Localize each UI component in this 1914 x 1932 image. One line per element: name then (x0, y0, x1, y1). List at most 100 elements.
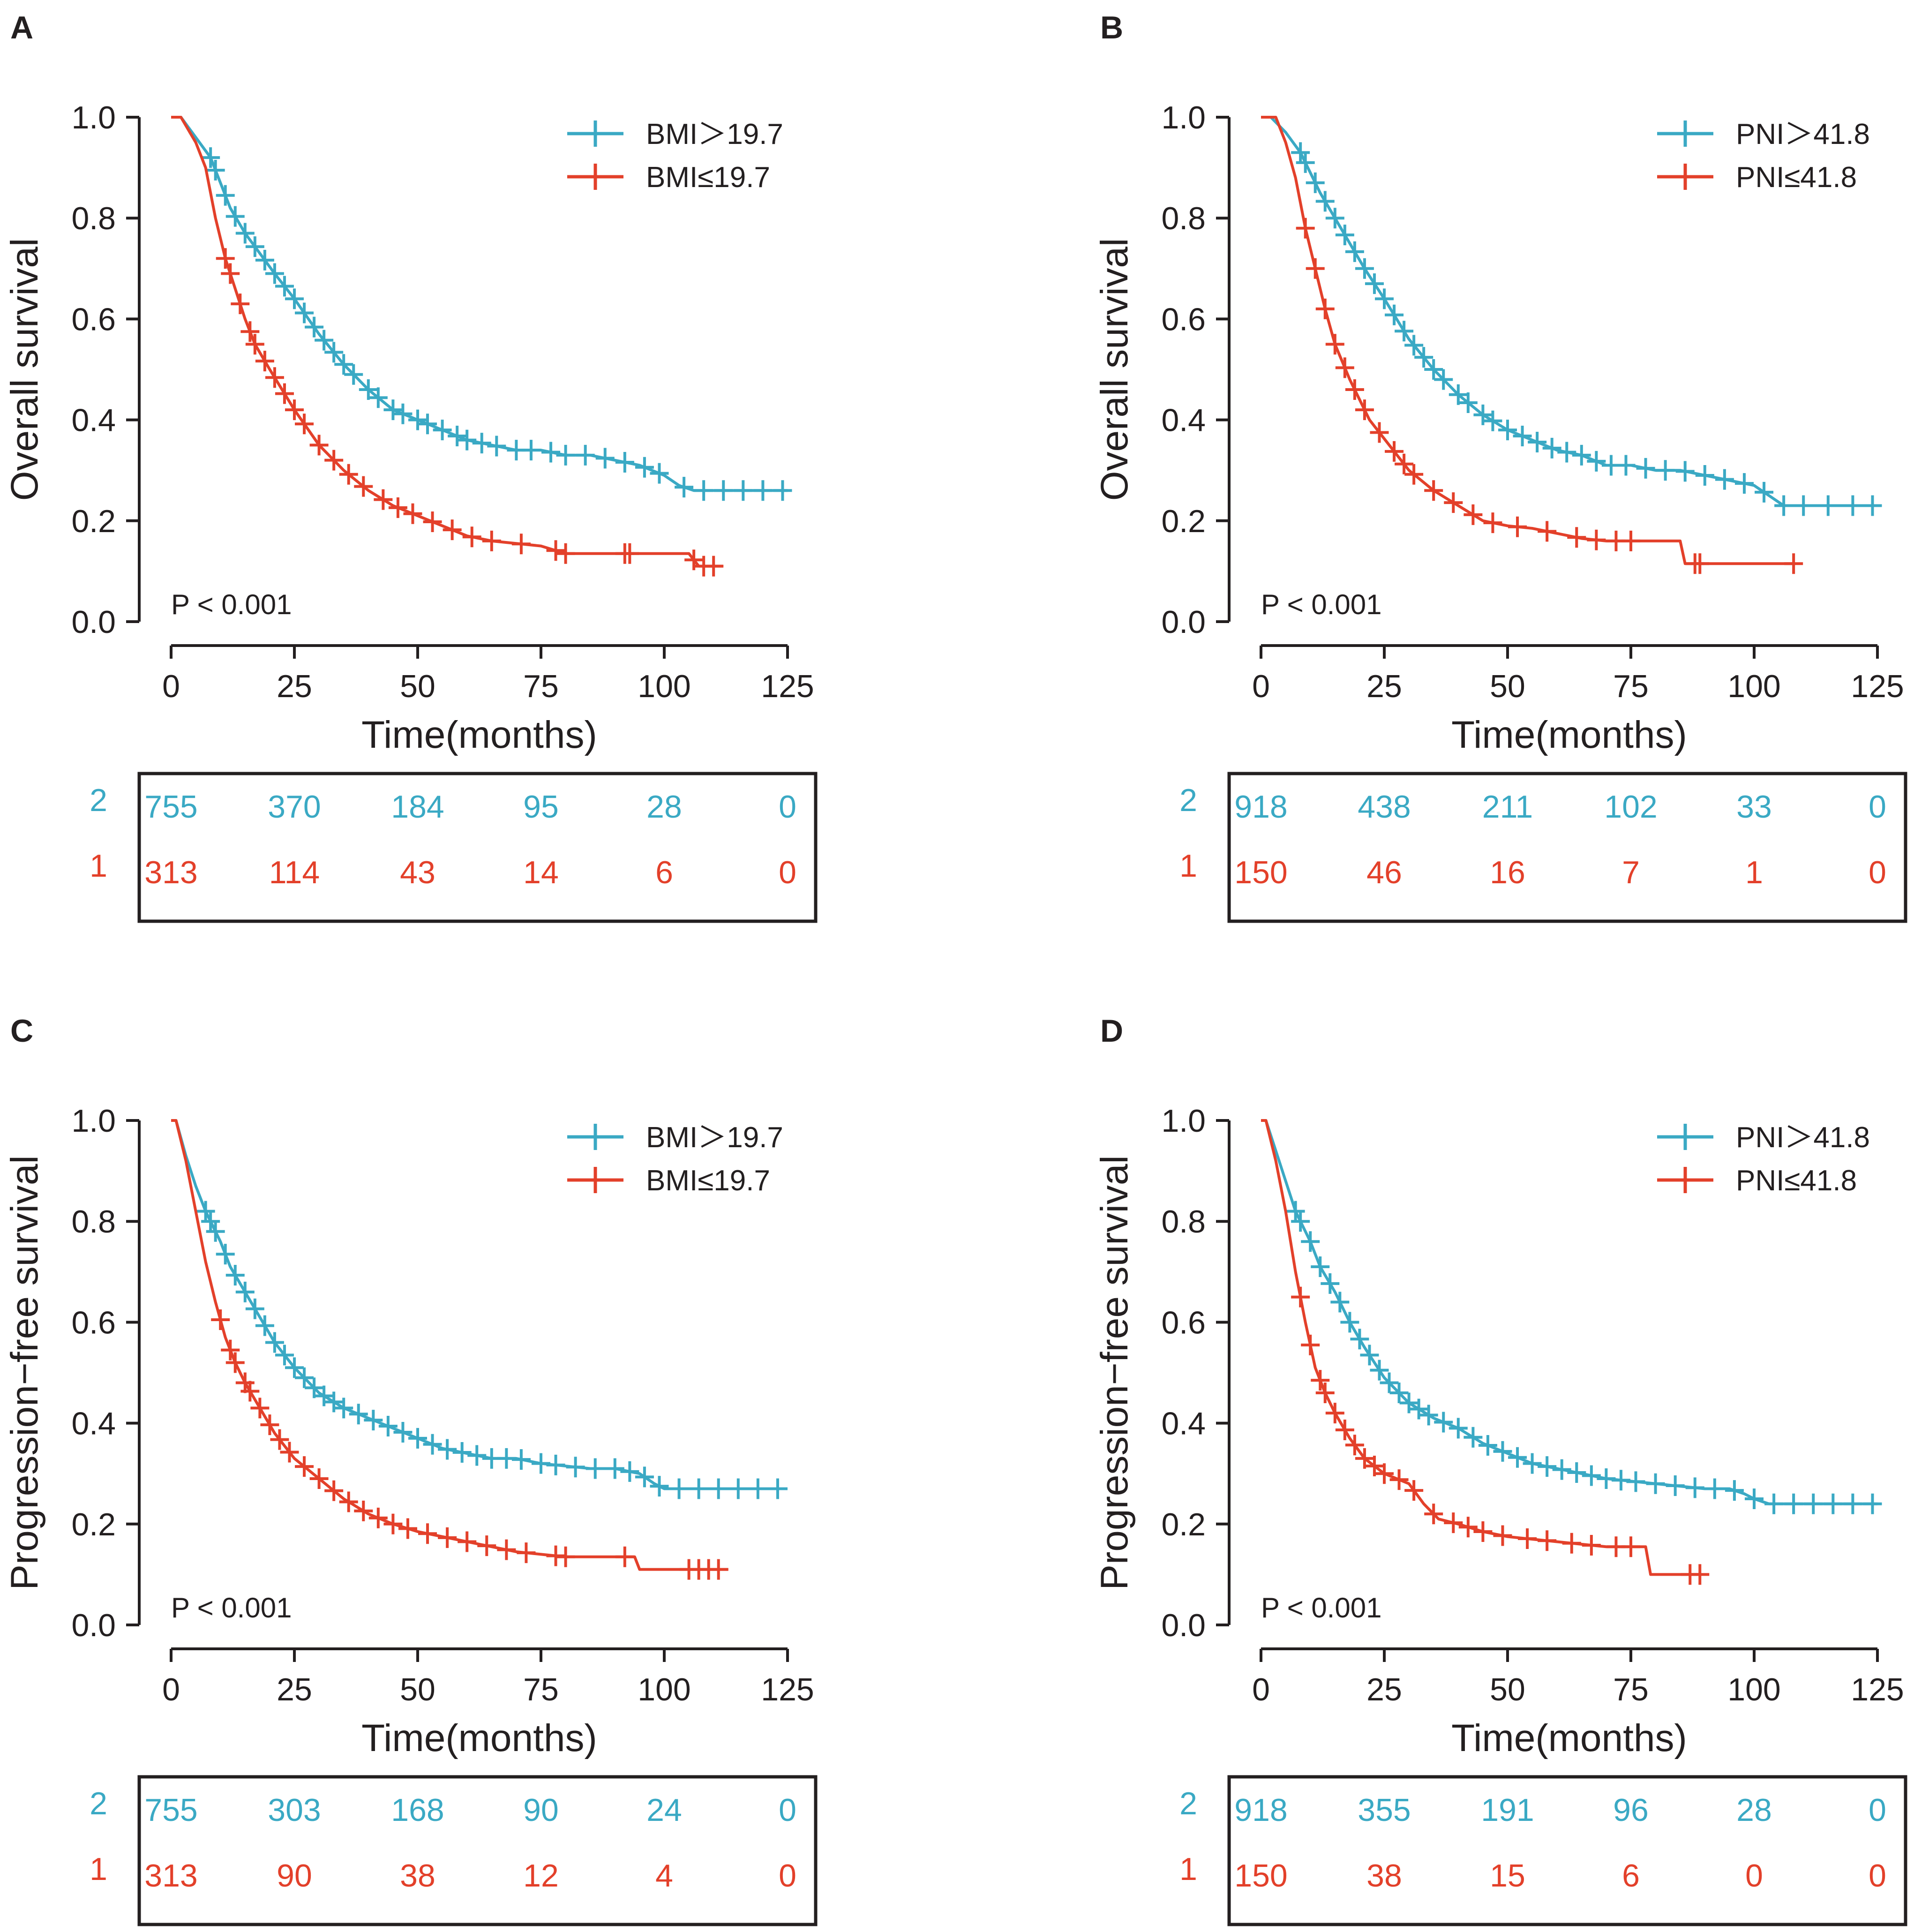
at-risk-count: 191 (1481, 1792, 1534, 1828)
at-risk-count: 355 (1358, 1792, 1411, 1828)
x-tick-label: 25 (1366, 1672, 1402, 1707)
censor-mark (1562, 1533, 1581, 1554)
censor-mark (374, 489, 393, 510)
censor-mark (201, 147, 220, 168)
censor-mark (556, 543, 575, 564)
censor-mark (458, 1531, 477, 1552)
censor-mark (295, 413, 314, 435)
censor-mark (324, 450, 344, 471)
censor-mark (650, 463, 669, 484)
censor-mark (1389, 1383, 1409, 1404)
censor-mark (221, 1339, 240, 1361)
censor-mark (255, 351, 274, 372)
censor-mark (285, 1357, 304, 1378)
censor-mark (403, 503, 422, 524)
censor-mark (339, 464, 358, 485)
censor-mark (354, 1500, 373, 1521)
censor-mark (1572, 444, 1591, 466)
censor-mark (1315, 298, 1335, 319)
censor-mark (1409, 1398, 1428, 1420)
censor-mark (1656, 460, 1675, 481)
censor-mark (305, 316, 324, 338)
x-tick-label: 0 (1252, 1672, 1270, 1707)
censor-mark (1458, 392, 1478, 413)
at-risk-count: 24 (646, 1792, 682, 1828)
censor-mark (517, 1542, 536, 1564)
panel-letter: B (1100, 10, 1123, 45)
y-axis-label: Overall survival (1093, 238, 1136, 501)
at-risk-count: 4 (655, 1858, 673, 1894)
censor-mark (1404, 1480, 1424, 1501)
panel-C: C 0.0 0.2 0.4 0.6 0.8 1.0 Progression−free surv… (3, 1013, 818, 1926)
at-risk-count: 46 (1366, 855, 1402, 890)
censor-mark (1542, 437, 1561, 459)
censor-mark (211, 1309, 230, 1331)
censor-mark (1424, 1504, 1443, 1525)
censor-mark (1355, 1448, 1374, 1469)
censor-mark (556, 1546, 575, 1567)
censor-mark (423, 1434, 442, 1455)
censor-mark (1315, 1383, 1335, 1404)
censor-mark (615, 1546, 634, 1567)
x-tick-label: 0 (1252, 669, 1270, 704)
censor-mark (511, 1449, 531, 1470)
censor-mark (231, 293, 250, 315)
censor-mark (235, 223, 255, 244)
at-risk-count: 90 (523, 1792, 559, 1828)
censor-mark (1843, 495, 1862, 516)
y-tick-label: 1.0 (1161, 1103, 1206, 1139)
legend-swatch (567, 120, 623, 147)
censor-mark (1675, 461, 1695, 482)
censor-mark (1375, 288, 1394, 309)
censor-mark (1325, 1403, 1344, 1424)
censor-mark (1582, 1465, 1601, 1486)
x-tick-label: 75 (1613, 1672, 1649, 1707)
at-risk-count: 0 (1869, 1792, 1886, 1828)
censor-mark (452, 1442, 472, 1463)
censor-mark (1389, 1469, 1409, 1490)
censor-mark (240, 321, 260, 342)
censor-mark (1863, 1493, 1882, 1514)
at-risk-count: 168 (391, 1792, 444, 1828)
censor-mark (1508, 516, 1527, 537)
risk-table-border (137, 772, 818, 923)
censor-mark (225, 1264, 245, 1285)
censor-mark (1424, 359, 1443, 380)
x-tick-label: 25 (1366, 669, 1402, 704)
censor-mark (1345, 1435, 1364, 1456)
censor-mark (1360, 1345, 1379, 1366)
censor-mark (714, 480, 733, 501)
censor-mark (1464, 504, 1483, 525)
legend-swatch (567, 1124, 623, 1150)
at-risk-count: 0 (1745, 1858, 1763, 1894)
censor-mark (1695, 465, 1714, 486)
at-risk-count: 438 (1358, 789, 1411, 825)
at-risk-count: 102 (1604, 789, 1657, 825)
at-risk-count: 755 (144, 789, 197, 825)
censor-mark (635, 457, 654, 478)
censor-mark (734, 480, 753, 501)
censor-mark (1478, 1435, 1497, 1456)
censor-mark (1311, 1256, 1330, 1278)
x-axis-label: Time(months) (1451, 714, 1687, 756)
censor-mark (1375, 1463, 1394, 1484)
censor-mark (753, 480, 773, 501)
censor-mark (349, 1404, 368, 1425)
censor-mark (1715, 469, 1734, 490)
censor-mark (1385, 304, 1404, 325)
censor-mark (1325, 334, 1344, 355)
censor-mark (270, 1429, 289, 1450)
y-tick-label: 0.8 (1161, 1204, 1206, 1240)
legend-swatch (1657, 164, 1713, 190)
censor-mark (1291, 1211, 1310, 1232)
x-tick-label: 125 (1851, 1672, 1904, 1707)
survival-curve-low (1261, 1119, 1700, 1576)
censor-mark (477, 1535, 496, 1556)
censor-mark (324, 1391, 344, 1413)
at-risk-count: 150 (1234, 1858, 1287, 1894)
censor-mark (1513, 426, 1532, 447)
y-tick-label: 0.4 (71, 403, 116, 438)
censor-mark (1784, 553, 1803, 574)
censor-mark (458, 429, 477, 451)
